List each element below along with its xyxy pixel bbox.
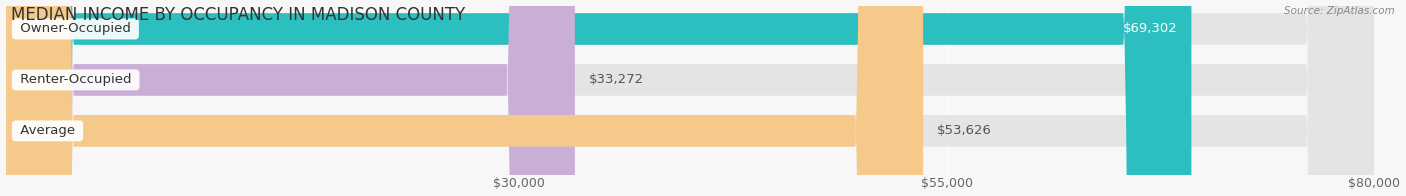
Text: Average: Average	[15, 124, 79, 137]
FancyBboxPatch shape	[6, 0, 924, 196]
Text: $33,272: $33,272	[589, 74, 644, 86]
Text: $69,302: $69,302	[1123, 23, 1178, 35]
FancyBboxPatch shape	[6, 0, 1375, 196]
Text: $53,626: $53,626	[936, 124, 991, 137]
Text: Renter-Occupied: Renter-Occupied	[15, 74, 135, 86]
FancyBboxPatch shape	[6, 0, 1375, 196]
Text: MEDIAN INCOME BY OCCUPANCY IN MADISON COUNTY: MEDIAN INCOME BY OCCUPANCY IN MADISON CO…	[11, 6, 465, 24]
FancyBboxPatch shape	[6, 0, 575, 196]
Text: Owner-Occupied: Owner-Occupied	[15, 23, 135, 35]
FancyBboxPatch shape	[6, 0, 1191, 196]
FancyBboxPatch shape	[6, 0, 1375, 196]
Text: Source: ZipAtlas.com: Source: ZipAtlas.com	[1284, 6, 1395, 16]
